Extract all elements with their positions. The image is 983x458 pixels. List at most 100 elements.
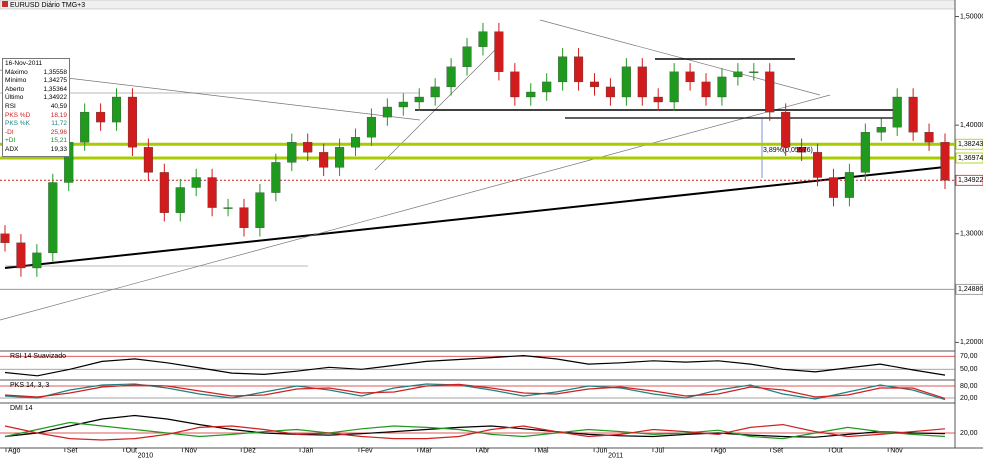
candle-body <box>940 142 950 181</box>
indicator-line <box>4 421 946 440</box>
candle-body <box>127 96 137 148</box>
candle-body <box>255 192 265 228</box>
candle-body <box>398 101 408 108</box>
x-tick-label: Set <box>67 447 78 454</box>
level-label-box <box>955 138 983 150</box>
level-label-box <box>955 152 983 164</box>
info-row: Máximo 1,35558 <box>5 69 67 78</box>
info-value: 18,19 <box>50 111 67 119</box>
info-value: 11,72 <box>51 120 67 128</box>
indicator-line <box>4 383 946 399</box>
candle-body <box>621 66 631 98</box>
info-value: 1,34922 <box>43 94 68 102</box>
candle-body <box>80 111 90 143</box>
candle-body <box>494 31 504 72</box>
candle-body <box>159 172 169 213</box>
info-row: PKS %K 11,72 <box>5 120 67 129</box>
x-tick-label: Jan <box>302 447 313 454</box>
info-row: Mínimo 1,34275 <box>5 77 67 86</box>
x-tick-label: Set <box>773 447 784 454</box>
candle-body <box>813 152 823 178</box>
level-label: 1,34922 <box>958 177 983 184</box>
candle-body <box>303 142 313 153</box>
x-tick-label: Jul <box>655 447 664 454</box>
candle-body <box>685 71 695 83</box>
x-year-label: 2010 <box>138 452 154 458</box>
candle-body <box>669 71 679 103</box>
trendline <box>0 94 831 321</box>
candle-body <box>589 81 600 88</box>
candle-body <box>749 71 759 73</box>
candle-body <box>510 71 520 98</box>
indicator-line <box>4 423 946 441</box>
candle-body <box>96 111 106 123</box>
candle-body <box>701 81 711 98</box>
info-label: Mínimo <box>5 77 27 85</box>
x-tick-label: Ago <box>8 447 21 454</box>
candle-body <box>207 177 217 208</box>
candle-body <box>223 207 233 209</box>
candle-body <box>0 233 10 243</box>
candle-body <box>605 86 615 98</box>
candle-body <box>892 96 902 128</box>
info-date: 16-Nov-2011 <box>5 60 43 67</box>
info-row: +DI 15,21 <box>5 137 67 146</box>
candle-body <box>111 96 122 123</box>
info-label: Último <box>5 94 24 102</box>
candle-body <box>574 56 584 83</box>
y-tick-label: 1,20000 <box>960 339 983 346</box>
info-label: Máximo <box>5 68 28 76</box>
y-tick-label: 70,00 <box>960 353 978 360</box>
candle-body <box>558 56 568 83</box>
candle-body <box>287 142 297 163</box>
info-value: 25,96 <box>50 128 67 136</box>
candle-body <box>478 31 488 47</box>
candle-body <box>860 132 870 173</box>
level-label-box <box>955 174 983 186</box>
info-label: ADX <box>5 145 19 153</box>
y-tick-label: 50,00 <box>960 366 978 373</box>
title-icon <box>2 1 8 7</box>
candle-body <box>844 172 854 198</box>
candle-body <box>526 91 536 98</box>
y-tick-label: 80,00 <box>960 383 978 390</box>
candle-body <box>462 46 472 67</box>
candle-body <box>191 177 201 188</box>
trendlines <box>0 19 946 321</box>
chart-title: EURUSD Diário TMG+3 <box>10 2 85 9</box>
info-row: ADX 19,33 <box>5 146 67 155</box>
info-label: PKS %D <box>5 111 31 119</box>
info-value: 19,33 <box>50 145 67 153</box>
candle-body <box>542 81 552 93</box>
x-tick-label: Ago <box>714 447 727 454</box>
info-label: -DI <box>5 128 14 136</box>
info-row: -DI 25,96 <box>5 129 67 138</box>
candle-body <box>16 242 26 269</box>
info-label: PKS %K <box>5 120 30 128</box>
indicator-line <box>4 414 946 438</box>
trendline <box>374 44 501 171</box>
trendline <box>0 69 421 121</box>
candle-body <box>765 71 775 113</box>
candle-body <box>48 182 58 254</box>
x-tick-label: Fev <box>361 447 373 454</box>
candle-body <box>414 96 424 103</box>
y-tick-label: 1,30000 <box>960 231 983 238</box>
x-tick-label: Nov <box>890 447 903 454</box>
info-value: 40,59 <box>50 102 67 110</box>
info-label: RSI <box>5 102 16 110</box>
info-row: Aberto 1,35364 <box>5 86 67 95</box>
candle-body <box>637 66 647 98</box>
x-tick-label: Dez <box>243 447 256 454</box>
panel-title: RSI 14 Suavizado <box>10 353 66 360</box>
x-year-label: 2011 <box>608 452 623 458</box>
candle-body <box>717 76 727 98</box>
x-tick-label: Mai <box>537 447 549 454</box>
info-panel: 16-Nov-2011 Máximo 1,35558 Mínimo 1,34275 Ab… <box>2 58 70 157</box>
indicator-line <box>4 354 946 377</box>
candle-body <box>430 86 440 98</box>
info-row: RSI 40,59 <box>5 103 67 112</box>
panel-title: PKS 14, 3, 3 <box>10 382 49 389</box>
